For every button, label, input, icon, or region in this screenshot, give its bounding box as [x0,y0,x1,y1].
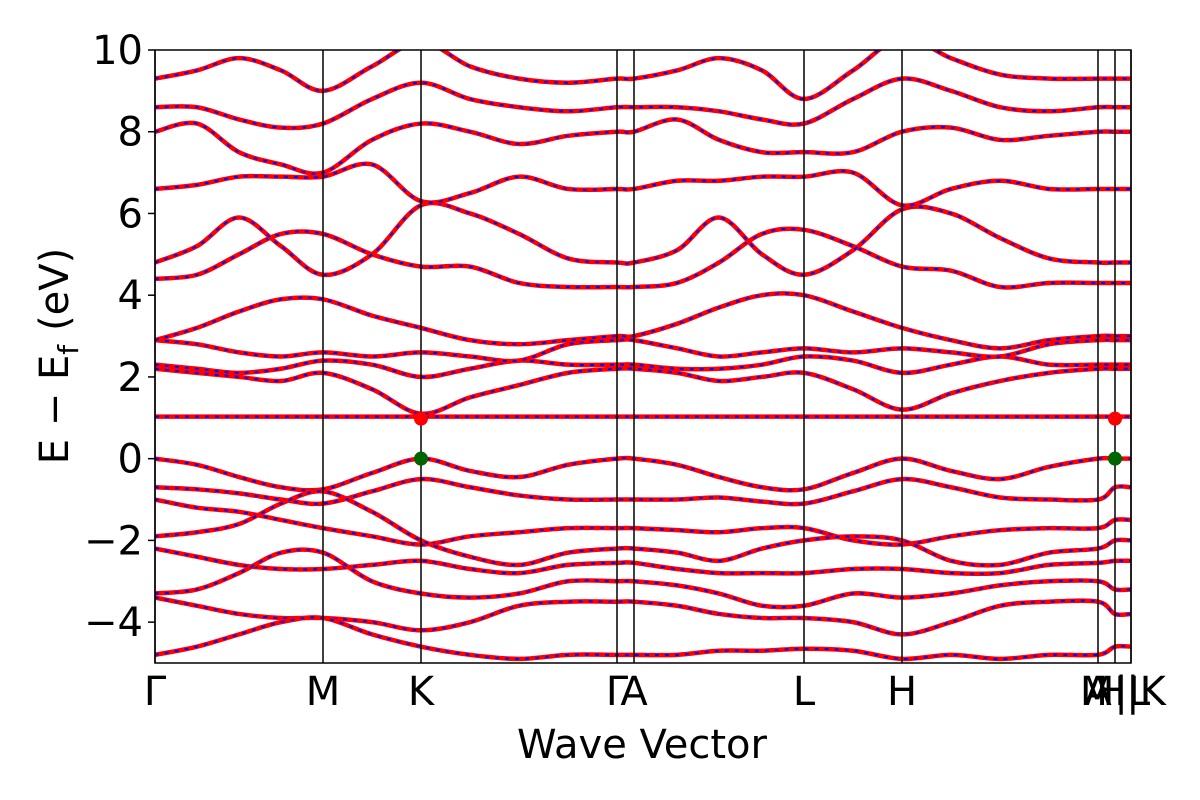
y-tick-label: 8 [118,110,143,156]
band-line-dashed [155,456,1131,492]
y-tick-label: 10 [92,28,143,74]
x-tick-label: H|K [1096,669,1168,715]
x-tick-label: A [620,669,648,715]
marker-point [414,451,428,466]
y-label-subscript: f [52,344,85,355]
band-line-dashed [155,547,1131,575]
band-line-dashed [155,548,1131,609]
plot-frame [154,49,1132,664]
band-line [155,497,1131,547]
band-line-dashed [155,77,1131,129]
y-tick-label: 2 [118,355,143,401]
x-axis-label: Wave Vector [517,722,768,768]
marker-point [1108,411,1122,426]
band-line-dashed [155,478,1131,506]
x-tick-label: M|L [1080,669,1151,715]
marker-point [1108,451,1122,466]
band-line-dashed [155,227,1131,289]
y-label-unit: (eV) [32,248,78,331]
band-line [155,161,1131,208]
y-tick-label: −2 [84,518,143,564]
band-line [155,365,1131,416]
x-tick-label: L [793,669,816,715]
band-line [155,615,1131,662]
band-line [155,547,1131,610]
band-line-dashed [155,50,1131,101]
band-line-dashed [155,292,1131,350]
band-line [155,50,1131,102]
band-line [155,546,1131,577]
y-tick-label: −4 [84,600,143,646]
band-line [155,200,1131,278]
x-tick-label: A [1084,669,1112,715]
band-line [155,226,1131,290]
band-line [155,337,1131,364]
plot-area [155,50,1131,662]
band-line-dashed [155,616,1131,660]
x-tick-label: M [306,669,341,715]
band-line-dashed [155,118,1131,175]
band-line [155,595,1131,637]
x-tick-label: Γ [606,669,629,715]
y-label-text: E − E [32,355,78,465]
marker-point [414,411,428,426]
y-tick-label: 0 [118,437,143,483]
band-line-dashed [155,596,1131,636]
band-line [155,455,1131,493]
y-tick-label: 6 [118,191,143,237]
x-tick-label: H [887,669,917,715]
x-tick-label: K [408,669,436,715]
band-line-dashed [155,490,1131,567]
x-tick-label: Γ [144,669,167,715]
y-tick-label: 4 [118,273,143,319]
y-axis-label: E − Ef (eV) [32,248,85,465]
